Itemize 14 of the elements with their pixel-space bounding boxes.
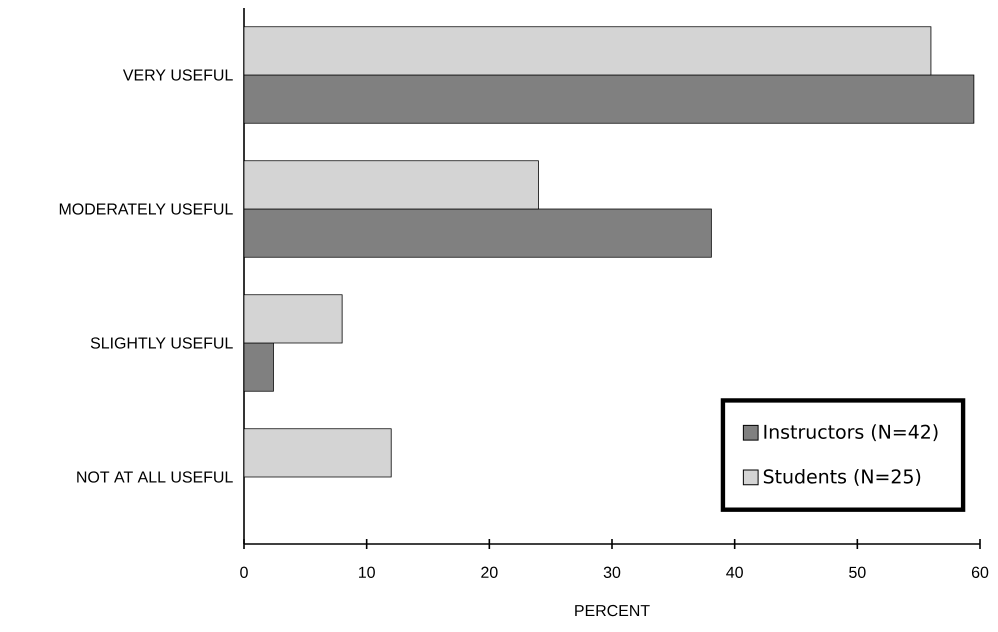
legend-label: Students (N=25)	[764, 468, 920, 486]
x-tick-label: 30	[604, 566, 620, 578]
x-tick-label: 40	[726, 566, 743, 578]
y-tick-label: SLIGHTLY USEFUL	[90, 337, 233, 349]
x-tick-label: 60	[972, 566, 988, 578]
y-tick-label: VERY USEFUL	[122, 69, 233, 81]
x-tick-label: 50	[849, 566, 866, 578]
x-axis-title: PERCENT	[575, 604, 650, 616]
x-tick-label: 20	[481, 566, 498, 578]
y-tick-label: NOT AT ALL USEFUL	[77, 471, 233, 483]
y-tick-label: MODERATELY USEFUL	[60, 203, 233, 215]
x-tick-label: 10	[359, 566, 375, 578]
legend-label: Instructors (N=42)	[764, 424, 938, 442]
x-tick-label: 0	[240, 566, 248, 578]
